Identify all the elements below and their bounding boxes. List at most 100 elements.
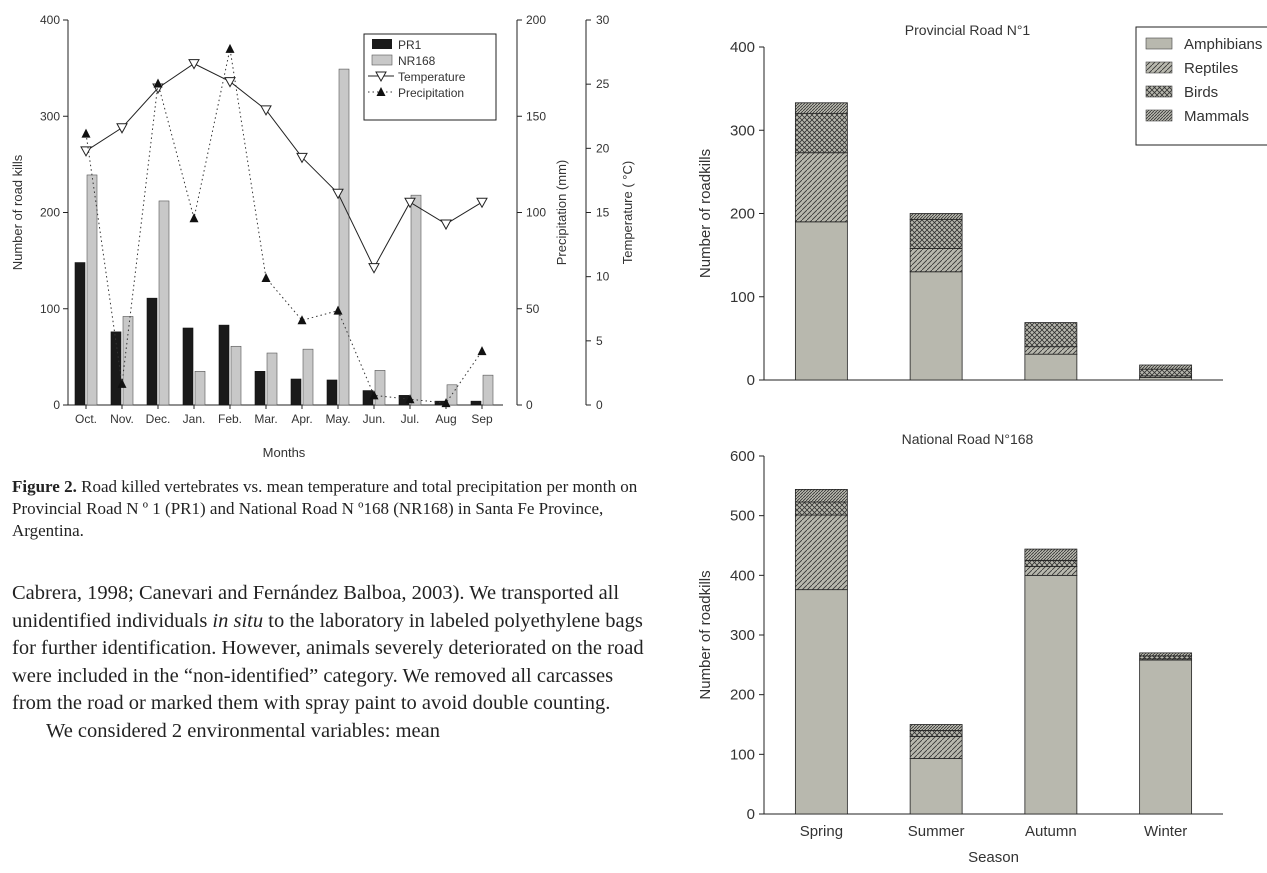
x-tick-label: Sep <box>471 412 493 426</box>
y-tick-label-precipitation: 150 <box>526 109 546 123</box>
y-tick-label: 300 <box>730 122 755 139</box>
y-tick-label-left: 0 <box>53 398 60 412</box>
x-tick-label: Jun. <box>363 412 386 426</box>
legend-marker-precipitation <box>376 87 386 96</box>
bar-segment-reptiles <box>1024 565 1078 576</box>
paragraph-1: Cabrera, 1998; Canevari and Fernández Ba… <box>12 580 652 718</box>
x-tick-label: Apr. <box>291 412 312 426</box>
x-tick-label: Autumn <box>1025 823 1077 840</box>
y-tick-label: 200 <box>730 206 755 223</box>
legend-swatch-pr1 <box>372 39 392 49</box>
y-axis-label: Number of roadkills <box>697 149 714 278</box>
bar-nr168 <box>158 200 170 406</box>
y-tick-label-precipitation: 200 <box>526 13 546 27</box>
bar-segment-birds <box>909 218 963 249</box>
bar-pr1 <box>254 371 266 406</box>
figure-caption: Figure 2. Road killed vertebrates vs. me… <box>12 476 652 542</box>
y-axis-label-precipitation: Precipitation (mm) <box>554 160 569 265</box>
x-axis-label: Season <box>968 849 1019 866</box>
y-tick-label-temperature: 20 <box>596 141 610 155</box>
bar-segment-amphibians <box>909 758 963 815</box>
temperature-point <box>332 188 344 200</box>
temperature-point <box>260 105 272 116</box>
bar-segment-birds <box>1139 368 1193 377</box>
x-tick-label: Jan. <box>183 412 206 426</box>
bar-segment-amphibians <box>909 271 963 381</box>
precipitation-point <box>189 213 199 223</box>
bar-segment-amphibians <box>1024 574 1078 815</box>
precipitation-point <box>297 315 307 325</box>
bar-pr1 <box>182 327 194 406</box>
precipitation-point <box>225 43 235 53</box>
bar-pr1 <box>110 331 122 406</box>
bar-nr168 <box>446 384 458 406</box>
bar-segment-birds <box>909 730 963 737</box>
y-tick-label: 0 <box>747 806 755 823</box>
in-situ-italic: in situ <box>212 609 264 632</box>
provincial-road-season-chart: Provincial Road N°1 0 100 200 300 400 Number o… <box>697 22 1267 389</box>
precipitation-point <box>153 78 163 88</box>
bar-nr168 <box>122 316 134 406</box>
bar-nr168 <box>266 352 278 406</box>
bar-segment-mammals <box>1139 364 1193 370</box>
bar-segment-amphibians <box>794 589 848 815</box>
bar-pr1 <box>470 400 482 406</box>
y-tick-label-precipitation: 100 <box>526 206 546 220</box>
y-tick-label-left: 100 <box>40 302 60 316</box>
bar-segment-birds <box>1024 322 1078 348</box>
bar-pr1 <box>290 378 302 406</box>
temperature-point <box>188 59 200 70</box>
y-tick-label: 100 <box>730 746 755 763</box>
y-tick-label: 0 <box>747 372 755 389</box>
bar-pr1 <box>326 379 338 406</box>
y-tick-label: 200 <box>730 687 755 704</box>
bar-nr168 <box>230 345 242 406</box>
bar-nr168 <box>86 174 98 406</box>
legend-marker-temperature <box>375 71 387 83</box>
bar-segment-mammals <box>1024 548 1078 561</box>
bar-segment-mammals <box>1139 652 1193 657</box>
y-tick-label: 600 <box>730 448 755 465</box>
precipitation-point <box>333 305 343 315</box>
paragraph-2: We considered 2 environmental variables:… <box>46 719 440 742</box>
y-tick-label: 300 <box>730 627 755 644</box>
precipitation-point <box>405 394 415 404</box>
legend-swatch-birds <box>1145 85 1173 98</box>
y-axis-label-left: Number of road kills <box>10 154 25 270</box>
bar-segment-mammals <box>909 213 963 220</box>
bar-segment-mammals <box>909 724 963 731</box>
bar-nr168 <box>410 194 422 406</box>
bar-segment-reptiles <box>1024 346 1078 355</box>
bar-pr1 <box>218 324 230 406</box>
y-tick-label: 400 <box>730 567 755 584</box>
temperature-point <box>296 152 308 164</box>
legend-label-pr1: PR1 <box>398 38 422 52</box>
bar-segment-birds <box>794 113 848 154</box>
x-tick-label: May. <box>325 412 350 426</box>
bar-segment-reptiles <box>909 248 963 273</box>
y-tick-label: 500 <box>730 508 755 525</box>
y-axis-label: Number of roadkills <box>697 570 714 699</box>
legend-label-reptiles: Reptiles <box>1184 60 1238 77</box>
legend-swatch-nr168 <box>371 54 393 66</box>
x-tick-label: Jul. <box>401 412 420 426</box>
bar-segment-birds <box>794 501 848 516</box>
paragraph-1-part-a: Cabrera, 1998; Canevari and Fernández Ba… <box>12 582 620 632</box>
y-tick-label-left: 300 <box>40 109 60 123</box>
temperature-point <box>476 197 488 209</box>
x-tick-label: Dec. <box>146 412 171 426</box>
legend-label-mammals: Mammals <box>1184 108 1249 125</box>
y-tick-label: 100 <box>730 289 755 306</box>
bar-segment-mammals <box>794 489 848 503</box>
y-tick-label-left: 400 <box>40 13 60 27</box>
y-tick-label-temperature: 0 <box>596 398 603 412</box>
x-tick-label: Spring <box>800 823 843 840</box>
legend-swatch-reptiles <box>1145 61 1173 74</box>
temperature-point <box>224 77 236 88</box>
legend-swatch-amphibians <box>1145 37 1173 50</box>
x-axis-label: Months <box>263 445 306 460</box>
x-tick-label: Mar. <box>254 412 277 426</box>
x-tick-label: Summer <box>908 823 965 840</box>
paragraph-1-part-b: to the laboratory in labeled polyethylen… <box>12 609 644 715</box>
